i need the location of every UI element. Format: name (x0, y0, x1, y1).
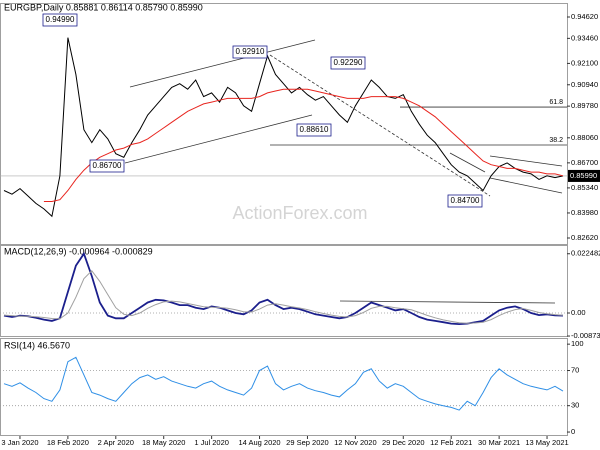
channel-line (124, 114, 313, 164)
series-line (3, 37, 564, 218)
x-tick-label: 12 Nov 2020 (334, 438, 377, 447)
rsi-title: RSI(14) 46.5670 (4, 340, 70, 350)
x-tick-label: 30 Mar 2021 (478, 438, 520, 447)
y-tick-label: -0.008736 (571, 331, 600, 340)
annotation-box (296, 123, 332, 137)
annotation-box (330, 56, 366, 70)
channel-line (129, 39, 316, 88)
trend-line (269, 54, 491, 197)
macd-title: MACD(12,26,9) -0.000964 -0.000829 (4, 246, 153, 256)
x-tick-label: 12 Feb 2021 (430, 438, 472, 447)
y-tick-label: 0.83980 (571, 208, 598, 217)
panel-frame (0, 338, 568, 436)
x-tick-label: 14 Aug 2020 (238, 438, 280, 447)
channel-line (449, 152, 486, 173)
macd-trend-line (339, 300, 556, 304)
x-tick-label: 2 Apr 2020 (98, 438, 134, 447)
x-tick-label: 1 Jul 2020 (194, 438, 229, 447)
x-tick-label: 3 Jan 2020 (1, 438, 38, 447)
y-tick-label: 0.86700 (571, 158, 598, 167)
panel-frame (0, 245, 568, 337)
y-tick-label: 0.85340 (571, 183, 598, 192)
annotation-label: 0.86700 (93, 161, 122, 170)
series-line (3, 356, 564, 411)
annotation-box (447, 194, 483, 208)
x-tick-label: 29 Dec 2020 (382, 438, 425, 447)
annotation-label: 0.84700 (451, 196, 480, 205)
y-tick-label: 0.89780 (571, 101, 598, 110)
y-tick-label: 0.00 (571, 308, 586, 317)
y-tick-label: 0.82620 (571, 233, 598, 242)
watermark: ActionForex.com (232, 203, 367, 223)
annotation-label: 0.94990 (46, 15, 75, 24)
annotation-label: 0.88610 (300, 125, 329, 134)
fib-label: 61.8 (549, 99, 563, 106)
y-tick-label: 0.022482 (571, 249, 600, 258)
trendlines (124, 39, 563, 304)
panel-frame (0, 3, 568, 245)
y-tick-label: 30 (571, 401, 579, 410)
y-tick-label: 100 (571, 339, 584, 348)
annotation-label: 0.92910 (236, 47, 265, 56)
y-tick-label: 0.94620 (571, 12, 598, 21)
y-tick-label: 0.90940 (571, 80, 598, 89)
fib-label: 38.2 (549, 137, 563, 144)
x-tick-label: 29 Sep 2020 (286, 438, 329, 447)
channel-line (489, 155, 563, 167)
y-tick-label: 0.93460 (571, 33, 598, 42)
annotation-box (89, 159, 125, 173)
annotation-label: 0.92290 (334, 58, 363, 67)
annotation-box (42, 13, 78, 27)
x-tick-label: 18 Feb 2020 (47, 438, 89, 447)
y-tick-label: 0.92100 (571, 58, 598, 67)
last-price-box (568, 169, 600, 182)
chart-title: EURGBP,Daily 0.85881 0.86114 0.85790 0.8… (4, 2, 203, 12)
x-tick-label: 13 May 2021 (525, 438, 568, 447)
y-tick-label: 70 (571, 366, 579, 375)
annotation-box (232, 45, 268, 59)
x-tick-label: 18 May 2020 (142, 438, 185, 447)
y-tick-label: 0.88060 (571, 133, 598, 142)
series-line (3, 270, 564, 324)
series-line (43, 88, 564, 202)
channel-line (489, 177, 563, 194)
last-price-label: 0.85990 (570, 171, 597, 180)
y-tick-label: 0 (571, 427, 575, 436)
